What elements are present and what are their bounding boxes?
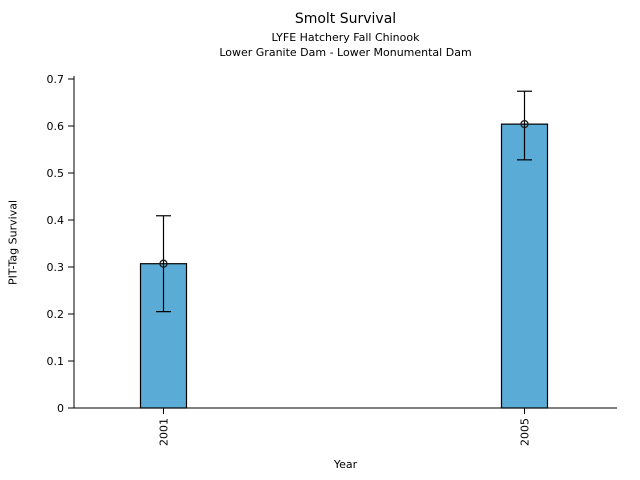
y-tick-label: 0.5 (47, 167, 65, 180)
chart-subtitle-line2: Lower Granite Dam - Lower Monumental Dam (219, 46, 472, 59)
y-tick-label: 0 (57, 402, 64, 415)
point-marker (520, 119, 529, 129)
y-tick-label: 0.6 (47, 120, 65, 133)
point-marker (159, 259, 168, 268)
chart-title: Smolt Survival (294, 11, 397, 27)
x-tick-label: 2001 (157, 418, 170, 446)
x-tick-label: 2005 (518, 418, 531, 446)
y-tick-label: 0.7 (47, 73, 65, 86)
x-axis-label: Year (333, 458, 358, 471)
chart-subtitle-line1: LYFE Hatchery Fall Chinook (271, 31, 420, 44)
y-tick-label: 0.2 (47, 308, 65, 321)
bar-2005 (500, 123, 549, 409)
y-tick-label: 0.4 (47, 214, 65, 227)
y-tick-label: 0.1 (47, 355, 65, 368)
y-tick-label: 0.3 (47, 261, 65, 274)
